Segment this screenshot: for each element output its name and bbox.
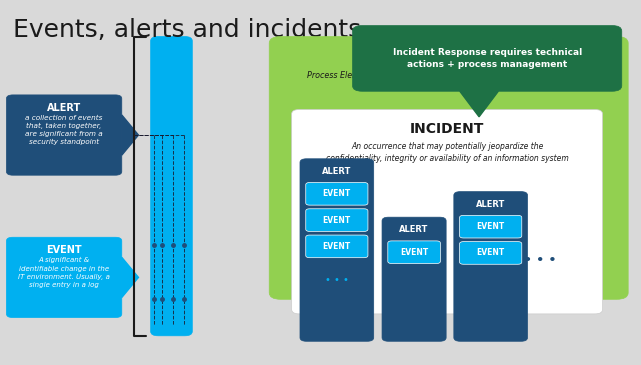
FancyBboxPatch shape <box>306 235 368 258</box>
Text: A significant &
identifiable change in the
IT environment. Usually, a
single ent: A significant & identifiable change in t… <box>18 257 110 288</box>
FancyBboxPatch shape <box>151 36 192 336</box>
Text: ALERT: ALERT <box>322 167 351 176</box>
FancyBboxPatch shape <box>306 182 368 205</box>
Text: ALERT: ALERT <box>476 200 505 209</box>
Text: • • •: • • • <box>325 274 349 285</box>
FancyBboxPatch shape <box>6 95 122 175</box>
Text: • • •: • • • <box>524 254 556 268</box>
FancyBboxPatch shape <box>292 110 603 314</box>
Text: EVENT: EVENT <box>322 189 351 198</box>
FancyBboxPatch shape <box>454 192 528 341</box>
Text: EVENT: EVENT <box>46 245 82 255</box>
Polygon shape <box>460 91 498 117</box>
Text: EVENT: EVENT <box>476 222 505 231</box>
Text: Incident Response requires technical
actions + process management: Incident Response requires technical act… <box>392 48 582 69</box>
FancyBboxPatch shape <box>460 215 522 238</box>
FancyBboxPatch shape <box>460 242 522 264</box>
FancyBboxPatch shape <box>269 36 628 299</box>
Text: EVENT: EVENT <box>400 248 428 257</box>
FancyBboxPatch shape <box>306 209 368 231</box>
Text: ALERT: ALERT <box>47 103 81 113</box>
Text: Events, alerts and incidents: Events, alerts and incidents <box>13 18 361 42</box>
FancyBboxPatch shape <box>382 217 446 341</box>
Text: Process Elements for Managing Incidents (Owner, Activity History, etc.): Process Elements for Managing Incidents … <box>307 71 590 80</box>
Text: EVENT: EVENT <box>322 216 351 224</box>
Text: CASE (TICKET): CASE (TICKET) <box>387 49 510 64</box>
Text: a collection of events
that, taken together,
are significant from a
security sta: a collection of events that, taken toget… <box>25 115 103 145</box>
Polygon shape <box>122 257 138 297</box>
FancyBboxPatch shape <box>388 241 440 264</box>
FancyBboxPatch shape <box>6 237 122 318</box>
Text: EVENT: EVENT <box>322 242 351 251</box>
Text: EVENT: EVENT <box>476 249 505 257</box>
FancyBboxPatch shape <box>300 159 374 341</box>
Polygon shape <box>122 115 138 155</box>
Text: An occurrence that may potentially jeopardize the
confidentiality, integrity or : An occurrence that may potentially jeopa… <box>326 142 569 163</box>
Text: ALERT: ALERT <box>399 225 429 234</box>
FancyBboxPatch shape <box>353 26 622 91</box>
Text: INCIDENT: INCIDENT <box>410 122 485 136</box>
